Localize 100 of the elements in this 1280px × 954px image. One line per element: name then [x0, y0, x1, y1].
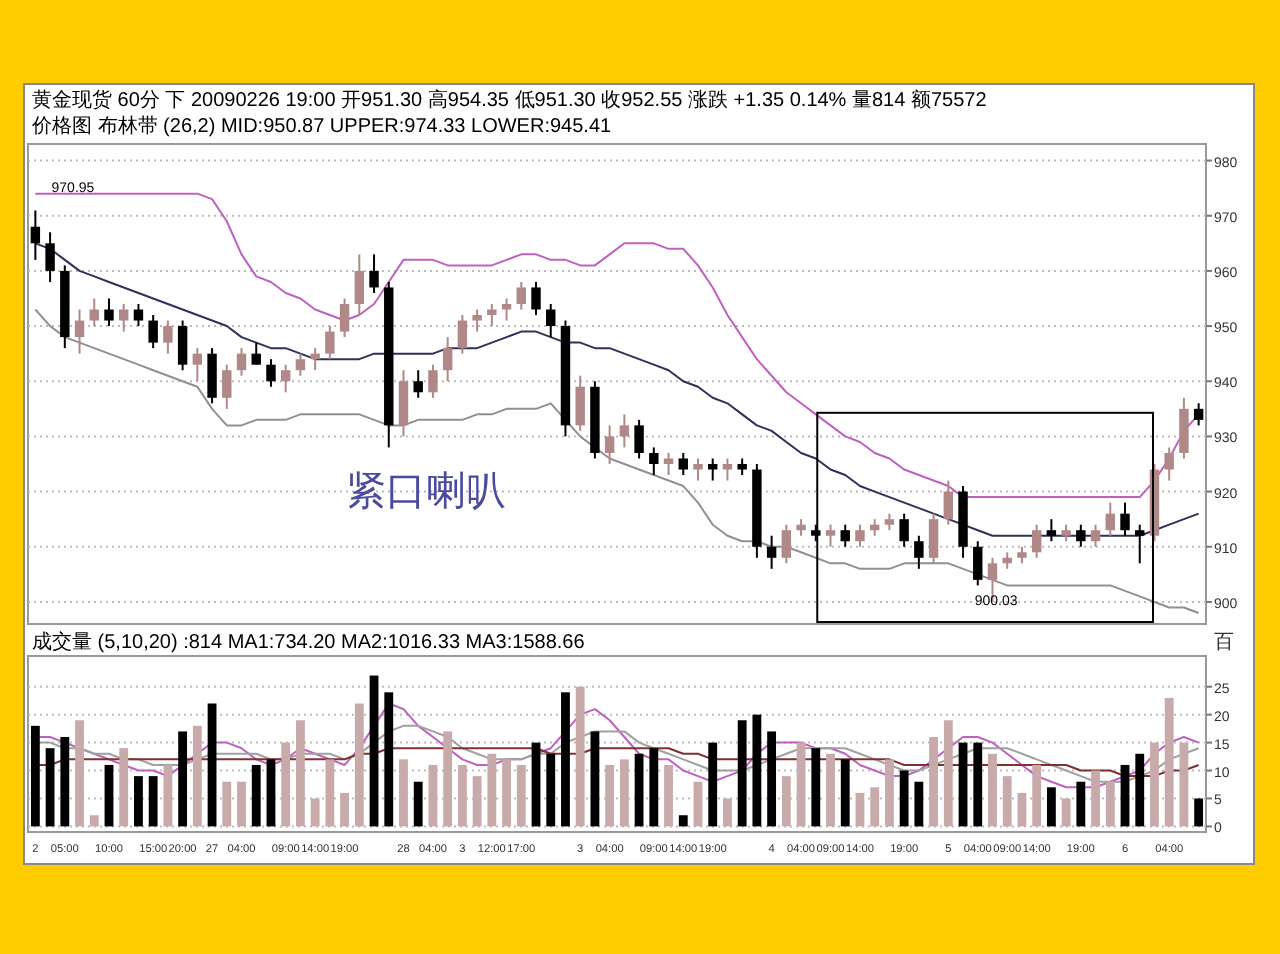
candlestick — [1193, 402, 1204, 427]
candlestick — [177, 319, 188, 372]
bar — [89, 815, 99, 827]
candlestick — [207, 347, 217, 405]
candlestick — [825, 523, 836, 548]
bar — [354, 703, 364, 827]
bar — [75, 720, 84, 827]
candlestick — [280, 363, 291, 394]
candlestick — [428, 363, 438, 399]
bar — [1135, 753, 1145, 827]
line-series — [34, 308, 1200, 614]
bar — [884, 759, 894, 827]
bar — [1091, 770, 1100, 827]
candlestick — [163, 319, 173, 355]
candlestick — [973, 540, 983, 587]
bar — [561, 692, 570, 827]
bar — [1046, 787, 1056, 827]
candlestick — [649, 446, 659, 477]
candlestick — [398, 369, 409, 438]
candlestick — [678, 451, 688, 477]
candlestick — [722, 457, 733, 482]
candlestick — [487, 303, 497, 328]
candlestick — [192, 347, 203, 383]
candlestick — [442, 336, 453, 383]
candlestick — [251, 341, 261, 366]
bar — [619, 759, 629, 827]
bar — [781, 776, 791, 827]
annotation: 紧口喇叭 — [346, 470, 507, 514]
candlestick — [575, 374, 585, 432]
candlestick — [1179, 396, 1189, 460]
bar — [914, 781, 924, 827]
candlestick — [325, 325, 335, 361]
bar — [281, 742, 291, 827]
candlestick — [222, 363, 232, 410]
bar — [649, 748, 659, 827]
bar — [929, 737, 939, 827]
bar — [1120, 764, 1130, 827]
candlestick — [899, 512, 909, 548]
bar — [678, 815, 688, 827]
bar — [369, 675, 379, 827]
candlestick — [472, 308, 482, 333]
bar — [487, 753, 497, 827]
candlestick — [133, 303, 144, 328]
candlestick — [531, 280, 541, 317]
candlestick — [1135, 523, 1145, 565]
candlestick — [295, 352, 306, 377]
candlestick — [914, 534, 924, 570]
bar — [222, 781, 232, 827]
bar — [119, 748, 129, 827]
candlestick — [546, 303, 556, 339]
candlestick — [663, 451, 674, 477]
candlestick — [1105, 501, 1115, 537]
bar — [708, 742, 718, 827]
bar — [973, 742, 983, 827]
candlestick — [693, 457, 703, 482]
candlestick — [148, 314, 158, 350]
bar — [943, 720, 953, 827]
candlestick — [840, 523, 850, 548]
candlestick — [45, 231, 55, 283]
bar — [767, 731, 777, 827]
bar — [575, 686, 585, 827]
bar — [384, 692, 394, 827]
bar — [899, 770, 909, 827]
candlestick — [781, 523, 792, 565]
bar — [1032, 764, 1042, 827]
candlestick — [766, 534, 777, 570]
candlestick — [1120, 501, 1130, 537]
chart-subtitle: 成交量 (5,10,20) :814 MA1:734.20 MA2:1016.33 MA3:1588.66 — [32, 630, 586, 654]
candlestick — [413, 369, 423, 399]
bar — [546, 753, 556, 827]
bar — [811, 748, 821, 827]
bar — [310, 798, 320, 827]
bar — [443, 731, 453, 827]
bar — [399, 759, 408, 827]
bar — [1105, 781, 1115, 827]
bar — [148, 776, 158, 827]
candlestick — [943, 479, 954, 526]
candlestick — [619, 413, 630, 449]
bar — [988, 753, 997, 827]
bar — [752, 714, 762, 827]
chart-title: 黄金现货 60分 下 20090226 19:00 开951.30 高954.35 低951.30 收952.55 涨跌 +1.35 0.14% 量814 额75572 — [32, 88, 988, 112]
bar — [207, 703, 217, 827]
bar — [251, 764, 261, 827]
candlestick — [310, 347, 320, 372]
candlestick — [89, 297, 99, 328]
candlestick — [708, 457, 718, 482]
bar — [178, 731, 188, 827]
candlestick — [1090, 523, 1101, 548]
bar — [1002, 776, 1012, 827]
y-axis-title: 百 — [1214, 632, 1234, 654]
bar — [45, 748, 55, 827]
candlestick — [354, 253, 365, 317]
bar — [796, 742, 806, 827]
candlestick — [1031, 523, 1042, 559]
candlestick — [1076, 523, 1086, 548]
candlestick — [104, 297, 114, 328]
candlestick — [30, 209, 41, 261]
bar — [870, 787, 880, 827]
bar — [531, 742, 541, 827]
bar — [266, 759, 276, 827]
